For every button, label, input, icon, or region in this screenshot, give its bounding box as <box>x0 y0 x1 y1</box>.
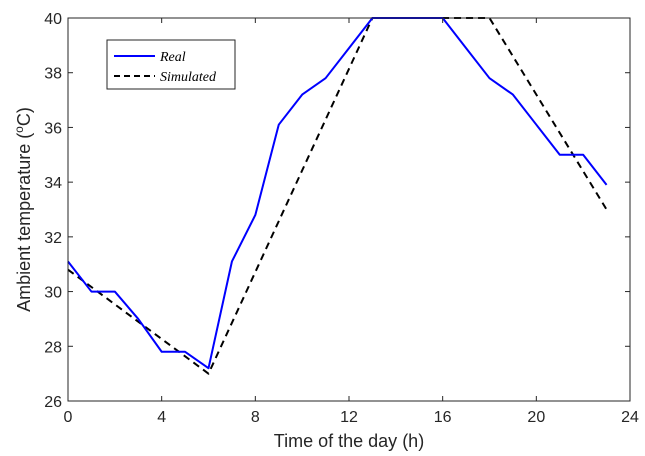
x-tick-label: 0 <box>64 409 73 426</box>
legend-label-simulated: Simulated <box>160 70 217 85</box>
y-tick-label: 36 <box>44 120 62 137</box>
y-tick-label: 40 <box>44 11 62 28</box>
y-tick-label: 30 <box>44 285 62 302</box>
series-line-real <box>67 17 608 370</box>
y-tick-label: 34 <box>44 175 62 192</box>
y-tick-label: 38 <box>44 66 62 83</box>
x-tick-label: 20 <box>527 409 545 426</box>
x-tick-label: 24 <box>621 409 639 426</box>
legend: Real Simulated <box>106 39 236 90</box>
axes-layer: 0 4 8 12 16 20 24 26 28 30 32 34 36 38 40 <box>44 11 639 426</box>
x-tick-label: 8 <box>251 409 260 426</box>
x-tick-label: 12 <box>340 409 358 426</box>
y-tick-label: 28 <box>44 339 62 356</box>
x-tick-label: 4 <box>157 409 166 426</box>
x-axis-title: Time of the day (h) <box>274 431 424 451</box>
y-axis-title-superscript: o <box>12 126 26 133</box>
x-tick-label: 16 <box>434 409 452 426</box>
legend-label-real: Real <box>159 50 186 65</box>
y-tick-label: 26 <box>44 394 62 411</box>
y-axis-title-suffix: C) <box>14 107 34 126</box>
y-axis-title-prefix: Ambient temperature ( <box>14 133 34 312</box>
legend-box <box>106 39 236 90</box>
y-axis-title: Ambient temperature (oC) <box>12 107 34 312</box>
y-tick-label: 32 <box>44 230 62 247</box>
